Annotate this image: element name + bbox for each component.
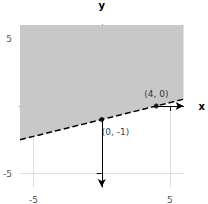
svg-text:-5: -5 — [3, 169, 12, 179]
svg-text:-5: -5 — [29, 195, 38, 204]
svg-text:y: y — [98, 0, 105, 11]
svg-text:x: x — [199, 101, 206, 112]
svg-text:(4, 0): (4, 0) — [144, 89, 168, 99]
svg-text:5: 5 — [167, 195, 173, 204]
svg-text:(0, -1): (0, -1) — [102, 127, 129, 137]
svg-text:5: 5 — [6, 34, 12, 44]
